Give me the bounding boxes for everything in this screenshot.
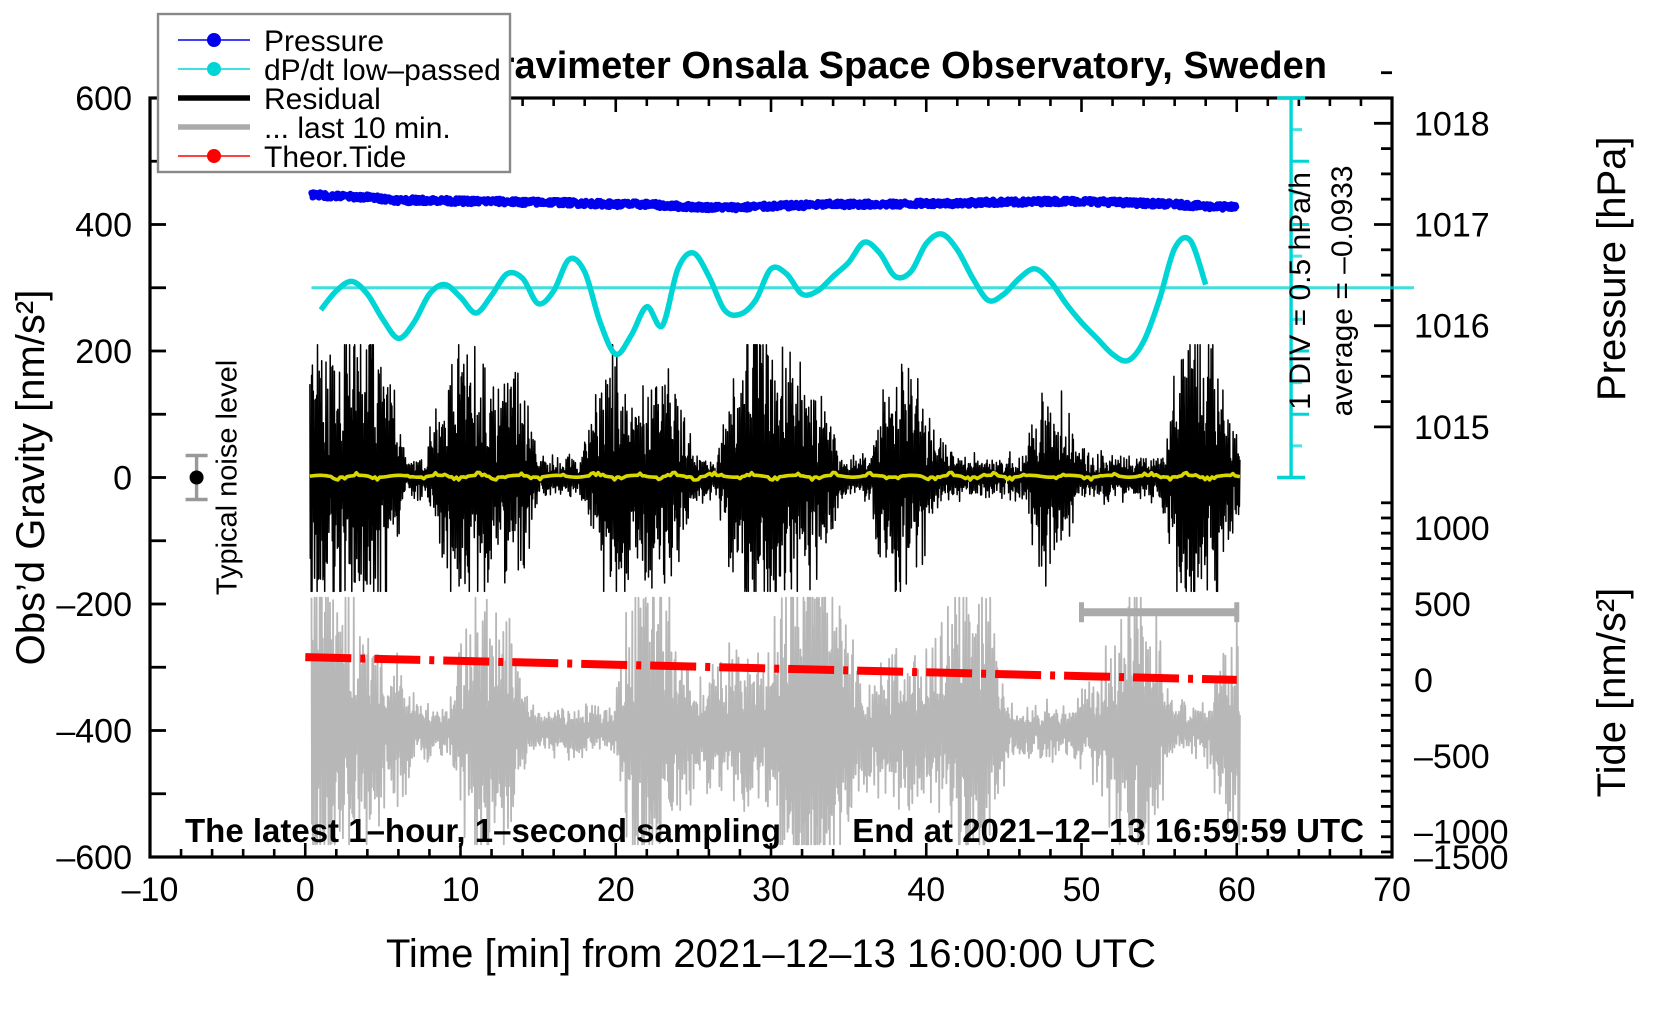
- sampling-note: The latest 1–hour, 1–second sampling: [185, 812, 781, 849]
- zero-reference-line: [309, 470, 1241, 482]
- y-tick-label: –200: [56, 586, 132, 624]
- dpdt-trace: [318, 231, 1209, 364]
- legend-label: Pressure: [264, 25, 384, 58]
- legend-label: ... last 10 min.: [264, 112, 451, 145]
- legend-item[interactable]: dP/dt low–passed: [178, 54, 501, 87]
- tide-tick-label: –500: [1414, 738, 1490, 776]
- x-tick-label: 0: [296, 871, 315, 909]
- legend-swatch-marker: [207, 33, 221, 47]
- tide-tick-label: 500: [1414, 586, 1471, 624]
- legend-item[interactable]: Theor.Tide: [178, 141, 406, 174]
- y-tick-label: –400: [56, 713, 132, 751]
- pressure-tick-label: 1016: [1414, 308, 1490, 346]
- legend-label: Residual: [264, 83, 381, 116]
- x-tick-label: –10: [122, 871, 179, 909]
- y-tick-label: –600: [56, 839, 132, 877]
- y-tick-label: 600: [75, 80, 132, 118]
- dpdt-scale-note: 1 DIV = 0.5 hPa/h: [1284, 172, 1317, 410]
- legend-label: dP/dt low–passed: [264, 54, 501, 87]
- tide-tick-label: 1000: [1414, 510, 1490, 548]
- pressure-axis-title: Pressure [hPa]: [1590, 136, 1634, 401]
- x-tick-label: 10: [442, 871, 480, 909]
- tide-tick-label: –1500: [1414, 839, 1509, 877]
- y-tick-label: 200: [75, 333, 132, 371]
- x-tick-label: 60: [1218, 871, 1256, 909]
- legend-swatch-marker: [207, 62, 221, 76]
- x-axis-title: Time [min] from 2021–12–13 16:00:00 UTC: [386, 932, 1156, 976]
- tide-tick-label: –1000: [1414, 814, 1509, 852]
- theor-tide-trace: [305, 653, 1237, 684]
- pressure-scatter: [308, 189, 1240, 214]
- residual-trace: [309, 343, 1241, 593]
- x-tick-label: 30: [752, 871, 790, 909]
- pressure-point: [1232, 203, 1240, 211]
- x-tick-label: 20: [597, 871, 635, 909]
- y-tick-label: 0: [113, 460, 132, 498]
- x-tick-label: 40: [907, 871, 945, 909]
- legend-item[interactable]: Pressure: [178, 25, 384, 58]
- noise-level-label: Typical noise level: [212, 360, 244, 595]
- end-time-note: End at 2021–12–13 16:59:59 UTC: [852, 812, 1364, 849]
- y-axis-title: Obs’d Gravity [nm/s²]: [9, 290, 53, 666]
- pressure-tick-label: 1018: [1414, 105, 1490, 143]
- legend-label: Theor.Tide: [264, 141, 406, 174]
- tide-tick-label: 0: [1414, 662, 1433, 700]
- pressure-tick-label: 1015: [1414, 409, 1490, 447]
- x-tick-label: 70: [1373, 871, 1411, 909]
- last-10-min-trace: [310, 596, 1241, 846]
- legend-item[interactable]: ... last 10 min.: [178, 112, 451, 145]
- legend-swatch-marker: [207, 149, 221, 163]
- x-tick-label: 50: [1063, 871, 1101, 909]
- legend-item[interactable]: Residual: [178, 83, 381, 116]
- y-tick-label: 400: [75, 207, 132, 245]
- noise-level-dot: [189, 470, 204, 485]
- tide-axis-title: Tide [nm/s²]: [1590, 588, 1634, 798]
- dpdt-average-note: average = –0.0933: [1326, 165, 1359, 416]
- pressure-tick-label: 1017: [1414, 207, 1490, 245]
